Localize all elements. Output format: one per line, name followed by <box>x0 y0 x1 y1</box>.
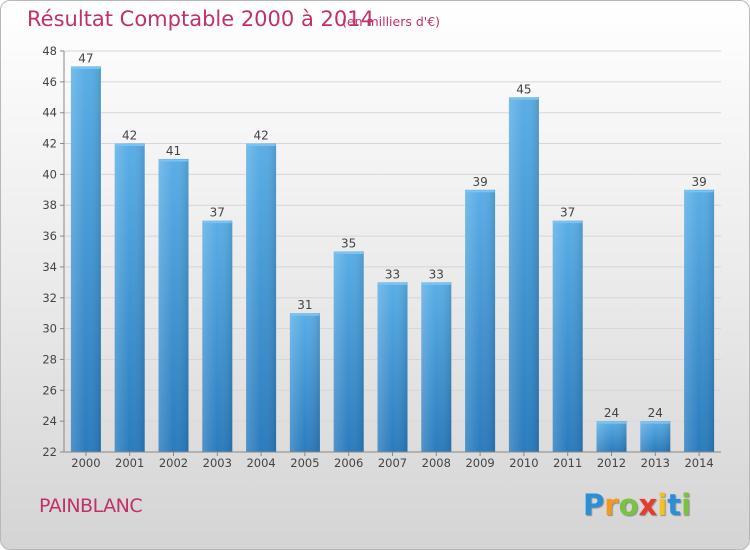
proxiti-logo: Proxiti <box>583 488 691 522</box>
y-tick-label: 26 <box>42 383 57 397</box>
label-layer: 47 42 41 37 42 31 35 33 33 39 45 37 24 24 39 <box>78 51 706 420</box>
x-tick-label-2012: 2012 <box>597 456 626 470</box>
value-label-2004: 42 <box>253 129 268 143</box>
x-tick-label-2006: 2006 <box>334 456 363 470</box>
bar-highlight-2002 <box>159 159 188 162</box>
bar-shade-2009 <box>465 189 496 453</box>
x-tick-label-2007: 2007 <box>378 456 407 470</box>
x-tick-label-2010: 2010 <box>509 456 538 470</box>
logo-letter: i <box>657 488 668 522</box>
bar-shade-2000 <box>70 66 101 452</box>
bar-highlight-2003 <box>202 221 232 224</box>
chart-title: Résultat Comptable 2000 à 2014 <box>27 7 374 31</box>
y-tick-label: 32 <box>42 291 57 305</box>
location-name: PAINBLANC <box>39 495 143 517</box>
bar-highlight-2005 <box>290 313 320 316</box>
bar-highlight-2011 <box>553 221 583 224</box>
bar-highlight-2009 <box>465 190 495 193</box>
bar-highlight-2014 <box>684 190 714 193</box>
logo-letter: i <box>681 488 692 522</box>
y-tick-label: 42 <box>42 137 57 151</box>
value-label-2003: 37 <box>210 206 225 220</box>
value-label-2010: 45 <box>516 82 531 96</box>
logo-letter: x <box>638 488 658 522</box>
x-tick-label-2011: 2011 <box>553 456 582 470</box>
x-tick-label-2014: 2014 <box>684 456 713 470</box>
value-label-2012: 24 <box>604 406 619 420</box>
x-tick-label-2000: 2000 <box>71 456 100 470</box>
value-label-2009: 39 <box>472 175 487 189</box>
bar-shade-2007 <box>377 282 408 452</box>
value-label-2011: 37 <box>560 206 575 220</box>
value-label-2002: 41 <box>166 144 181 158</box>
bar-shade-2004 <box>246 143 277 453</box>
bar-highlight-2006 <box>334 252 364 254</box>
bar-shade-2006 <box>333 251 364 452</box>
bar-layer <box>70 66 715 453</box>
y-tick-label: 44 <box>42 106 57 120</box>
y-tick-label: 28 <box>42 352 57 366</box>
logo-letter: r <box>604 488 619 522</box>
bar-shade-2010 <box>508 97 539 453</box>
value-label-2006: 35 <box>341 237 356 251</box>
y-tick-label: 36 <box>42 229 57 243</box>
logo-letter: o <box>618 488 639 522</box>
value-label-2008: 33 <box>429 267 444 281</box>
y-tick-label: 38 <box>42 198 57 212</box>
value-label-2001: 42 <box>122 129 137 143</box>
y-tick-label: 30 <box>42 322 57 336</box>
bar-shade-2003 <box>202 220 233 452</box>
chart-subtitle: (en milliers d'€) <box>342 14 441 29</box>
y-tick-label: 34 <box>42 260 57 274</box>
bar-shade-2012 <box>596 421 627 452</box>
bar-highlight-2001 <box>115 144 145 147</box>
x-tick-label-2004: 2004 <box>246 456 275 470</box>
value-label-2000: 47 <box>78 51 93 65</box>
bar-shade-2011 <box>552 220 583 452</box>
logo-letter: P <box>583 488 605 522</box>
y-tick-label: 40 <box>42 167 57 181</box>
bar-shade-2013 <box>640 421 671 452</box>
bar-shade-2008 <box>421 282 452 452</box>
y-tick-label: 22 <box>42 445 57 459</box>
bar-highlight-2007 <box>378 282 407 285</box>
y-tick-label: 24 <box>42 414 57 428</box>
value-label-2014: 39 <box>691 175 706 189</box>
value-label-2005: 31 <box>297 298 312 312</box>
y-tick-label: 48 <box>42 44 57 58</box>
bar-shade-2005 <box>289 313 320 452</box>
bar-shade-2002 <box>158 158 189 452</box>
bar-shade-2001 <box>114 143 145 453</box>
x-tick-label-2003: 2003 <box>203 456 232 470</box>
x-tick-label-2008: 2008 <box>422 456 451 470</box>
value-label-2007: 33 <box>385 267 400 281</box>
value-label-2013: 24 <box>648 406 663 420</box>
logo-letter: t <box>667 488 682 522</box>
x-tick-label-2013: 2013 <box>641 456 670 470</box>
bar-shade-2014 <box>684 189 715 453</box>
y-tick-label: 46 <box>42 75 57 89</box>
x-tick-label-2002: 2002 <box>159 456 188 470</box>
bar-highlight-2010 <box>509 97 539 100</box>
bar-highlight-2000 <box>71 66 101 69</box>
bar-highlight-2008 <box>421 282 451 285</box>
x-tick-label-2005: 2005 <box>290 456 319 470</box>
x-tick-label-2001: 2001 <box>115 456 144 470</box>
bar-highlight-2012 <box>597 421 626 424</box>
x-tick-label-2009: 2009 <box>465 456 494 470</box>
bar-highlight-2004 <box>246 144 276 147</box>
axis-layer: 22 24 26 28 30 32 34 36 38 40 42 44 46 48 2000 2001 2002… <box>42 44 721 470</box>
bar-highlight-2013 <box>640 421 670 424</box>
